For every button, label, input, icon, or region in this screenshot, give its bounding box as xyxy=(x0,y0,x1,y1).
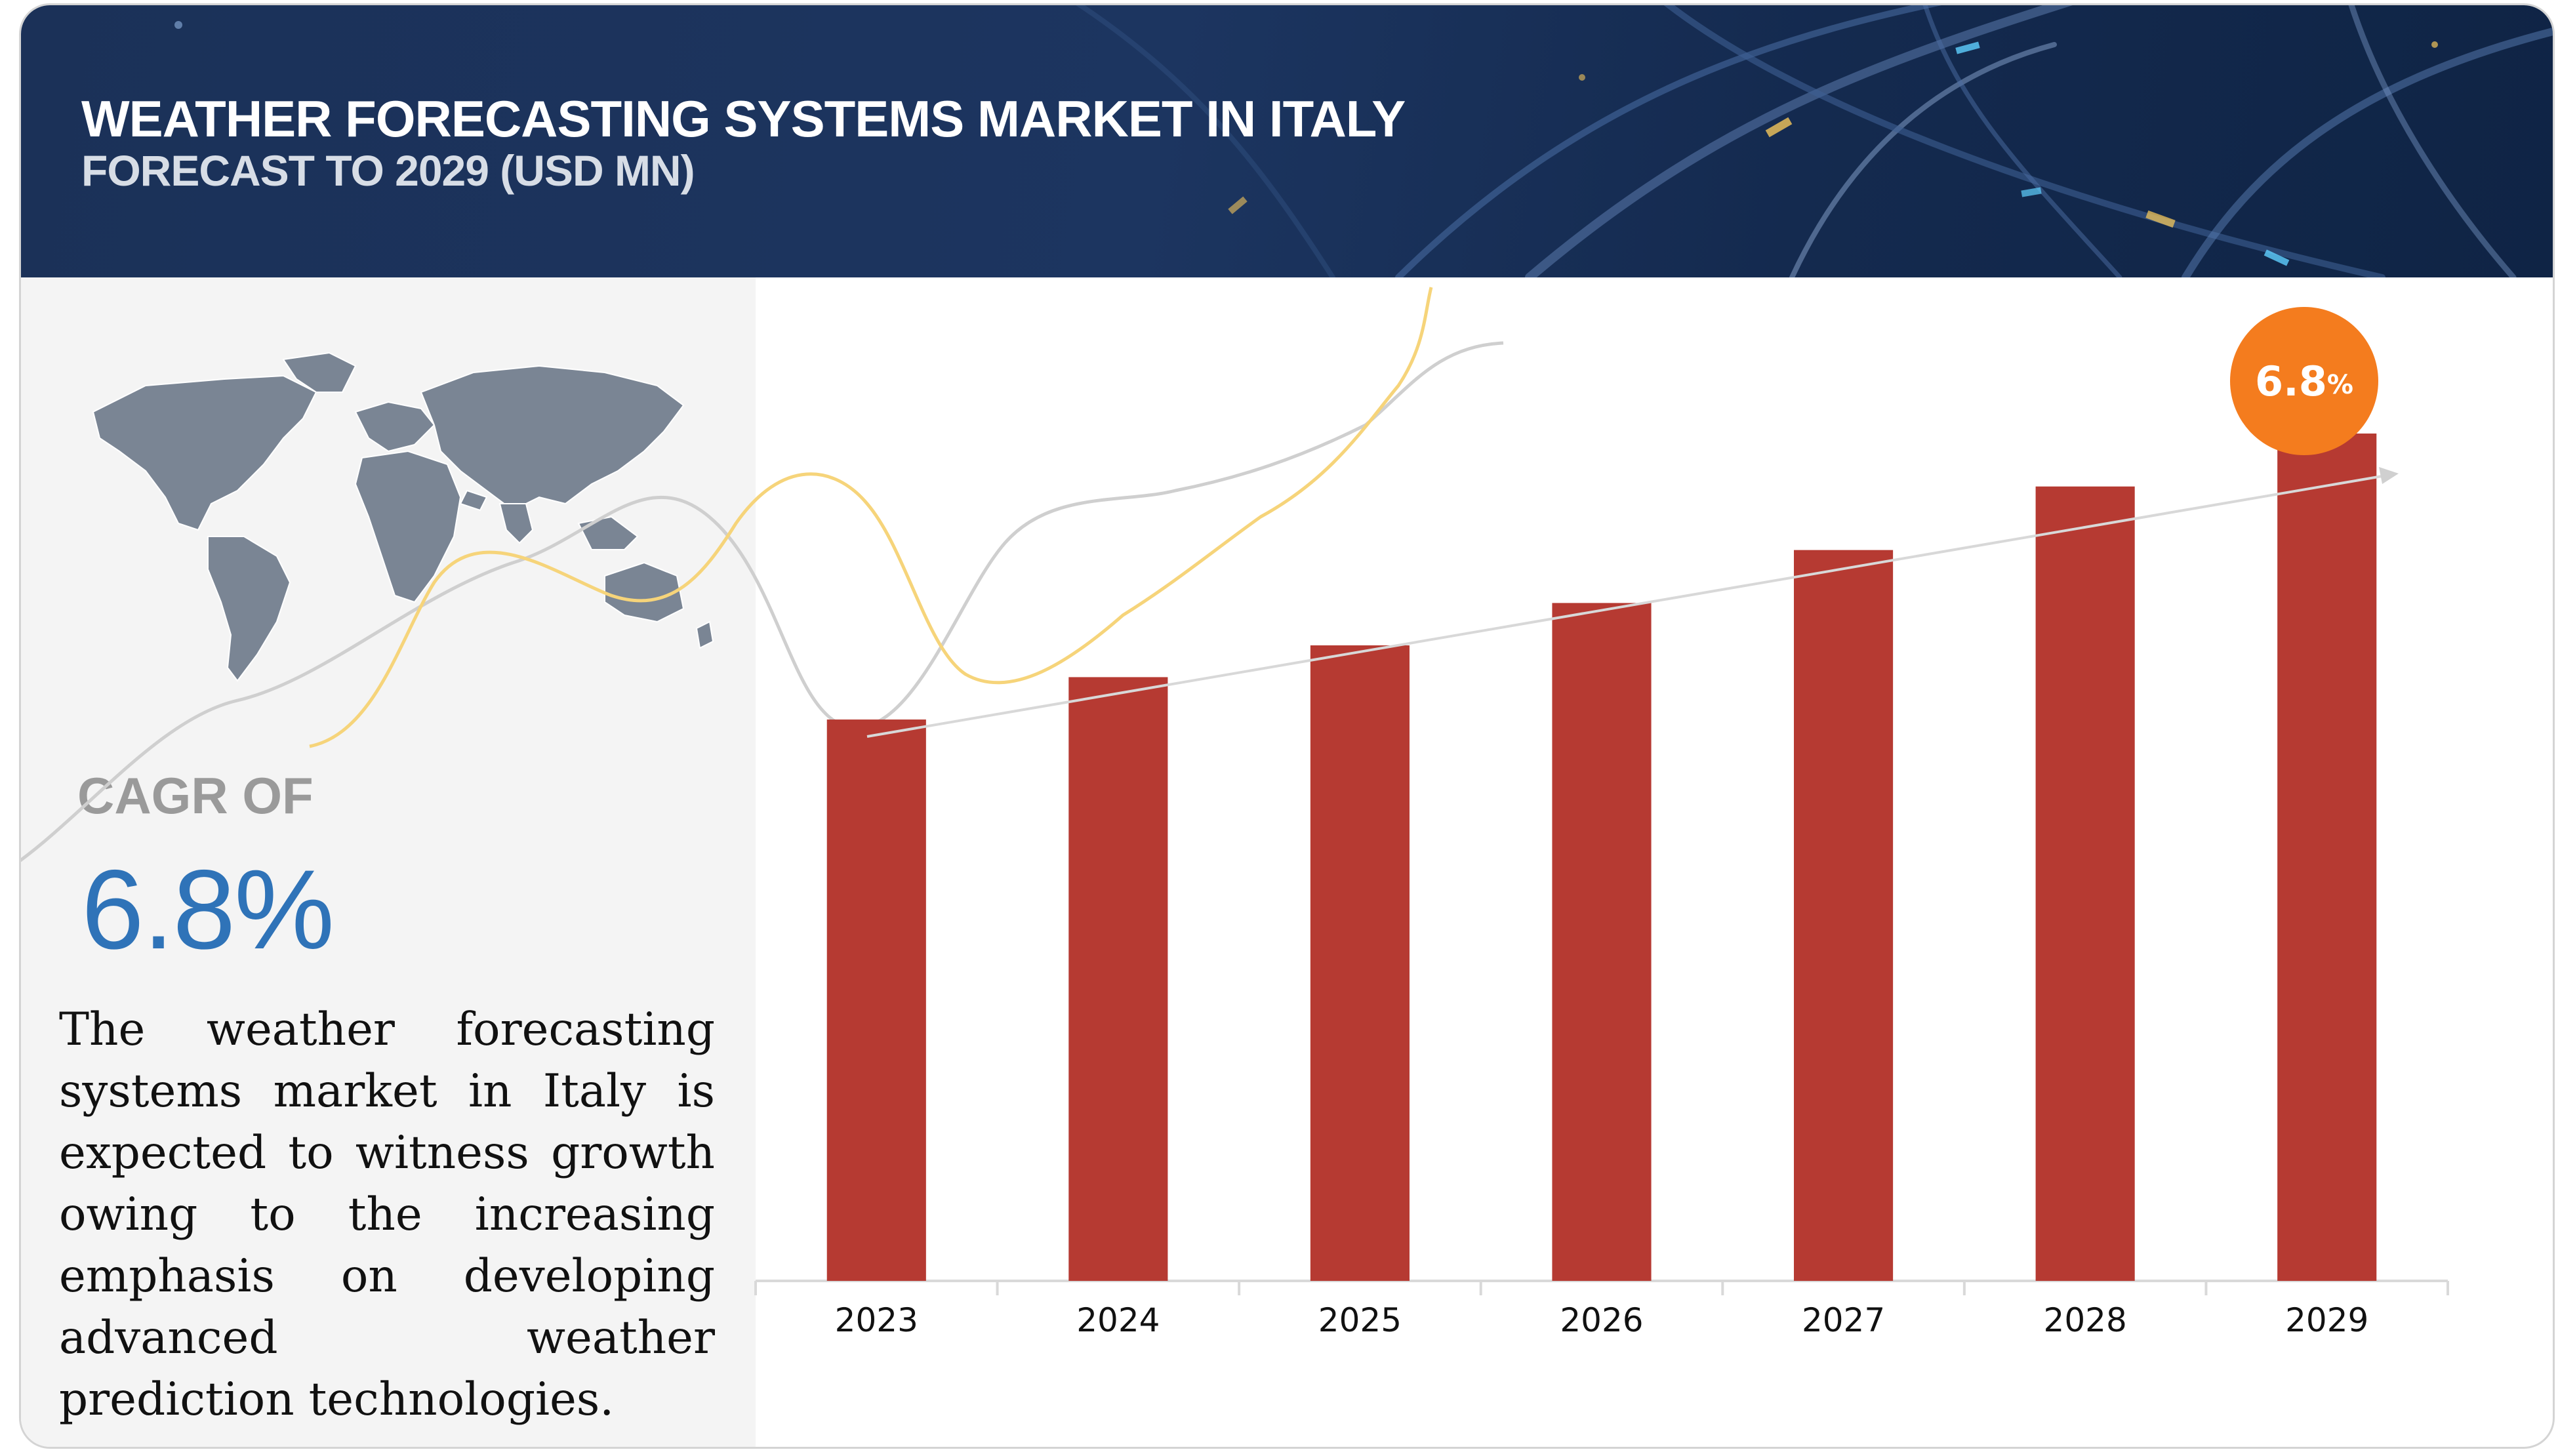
trend-arrow-icon xyxy=(866,467,2399,738)
decorative-curves xyxy=(21,287,1504,862)
bar-2026 xyxy=(1552,603,1652,1281)
bar-chart: 2023 2024 2025 2026 2027 2028 2029 xyxy=(21,287,2449,1339)
cagr-value: 6.8% xyxy=(81,847,335,973)
x-tick-label-2027: 2027 xyxy=(1802,1301,1885,1339)
x-tick-label-2028: 2028 xyxy=(2044,1301,2127,1339)
x-tick-label-2026: 2026 xyxy=(1560,1301,1643,1339)
bar-2027 xyxy=(1794,550,1894,1281)
bar-2025 xyxy=(1310,645,1410,1281)
bar-2024 xyxy=(1068,677,1168,1281)
chart-title: WEATHER FORECASTING SYSTEMS MARKET IN IT… xyxy=(81,90,1406,148)
infographic-card: WEATHER FORECASTING SYSTEMS MARKET IN IT… xyxy=(21,5,2553,1447)
callout-unit: % xyxy=(2326,370,2353,400)
header-banner: WEATHER FORECASTING SYSTEMS MARKET IN IT… xyxy=(21,5,2553,277)
bar-series xyxy=(826,434,2377,1281)
x-axis-ticks xyxy=(754,1281,2449,1295)
world-map-icon xyxy=(92,352,714,682)
banner-background-graphic xyxy=(174,5,2553,277)
cagr-callout-bubble: 6.8% xyxy=(2230,307,2378,455)
market-description: The weather forecasting systems market i… xyxy=(59,1003,715,1426)
x-tick-label-2023: 2023 xyxy=(835,1301,918,1339)
summary-panel: CAGR OF 6.8% The weather forecasting sys… xyxy=(21,277,756,1447)
x-tick-label-2024: 2024 xyxy=(1076,1301,1160,1339)
callout-value: 6.8 xyxy=(2255,357,2327,405)
x-tick-label-2029: 2029 xyxy=(2285,1301,2368,1339)
bar-2028 xyxy=(2035,486,2135,1281)
bar-2029 xyxy=(2277,434,2377,1281)
chart-subtitle: FORECAST TO 2029 (USD MN) xyxy=(81,146,695,195)
bar-2023 xyxy=(826,719,926,1281)
x-axis-labels: 2023 2024 2025 2026 2027 2028 2029 xyxy=(835,1301,2369,1339)
x-tick-label-2025: 2025 xyxy=(1318,1301,1402,1339)
